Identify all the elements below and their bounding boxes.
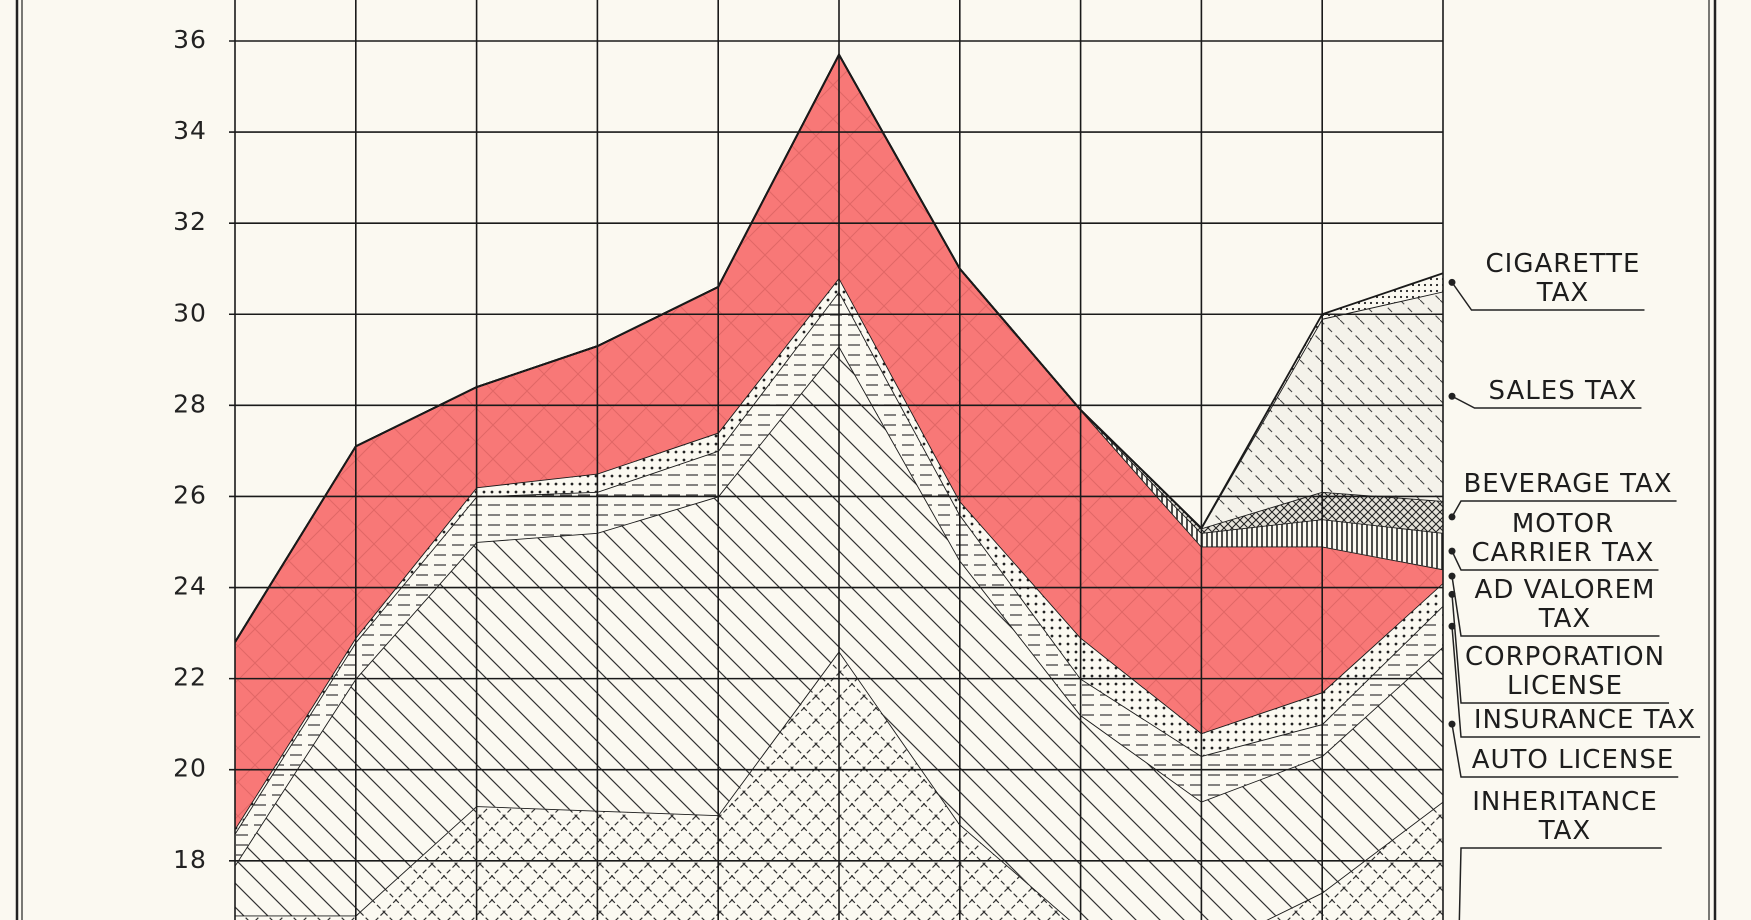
y-tick-label: 20	[173, 754, 207, 783]
legend-label: MOTOR CARRIER TAX	[1471, 509, 1655, 568]
legend-label: CORPORATION LICENSE	[1464, 642, 1666, 701]
leader-line	[1451, 724, 1679, 778]
y-tick-label: 36	[173, 25, 207, 54]
legend-label: BEVERAGE TAX	[1463, 469, 1673, 499]
legend-label: AUTO LICENSE	[1471, 745, 1675, 775]
legend-label: AD VALOREM TAX	[1474, 575, 1656, 634]
y-tick-label: 26	[173, 480, 207, 509]
leader-line	[1451, 550, 1659, 571]
leader-line	[1451, 500, 1677, 518]
leaders	[1448, 278, 1701, 920]
area-pattern	[235, 54, 1443, 829]
leader-line	[1451, 576, 1660, 637]
leader-line	[1451, 281, 1645, 311]
y-tick-label: 34	[173, 116, 207, 145]
y-tick-label: 28	[173, 389, 207, 418]
y-tick-label: 18	[173, 845, 207, 874]
legend-label: CIGARETTE TAX	[1485, 249, 1641, 308]
leader-line	[1451, 395, 1642, 409]
legend-label: INSURANCE TAX	[1473, 705, 1697, 735]
y-tick-label: 22	[173, 663, 207, 692]
y-tick-label: 32	[173, 207, 207, 236]
y-tick-label: 24	[173, 572, 207, 601]
leader-line	[1451, 594, 1670, 704]
y-tick-label: 30	[173, 298, 207, 327]
legend-label: SALES TAX	[1488, 376, 1638, 406]
area-pattern	[235, 291, 1443, 866]
leader-line	[1451, 626, 1701, 738]
leader-line	[1458, 847, 1662, 920]
legend-label: INHERITANCE TAX	[1472, 787, 1658, 846]
grid: 18 20 22 24 26 28 30 32 34 36	[173, 0, 1444, 920]
area-pattern	[235, 277, 1443, 834]
